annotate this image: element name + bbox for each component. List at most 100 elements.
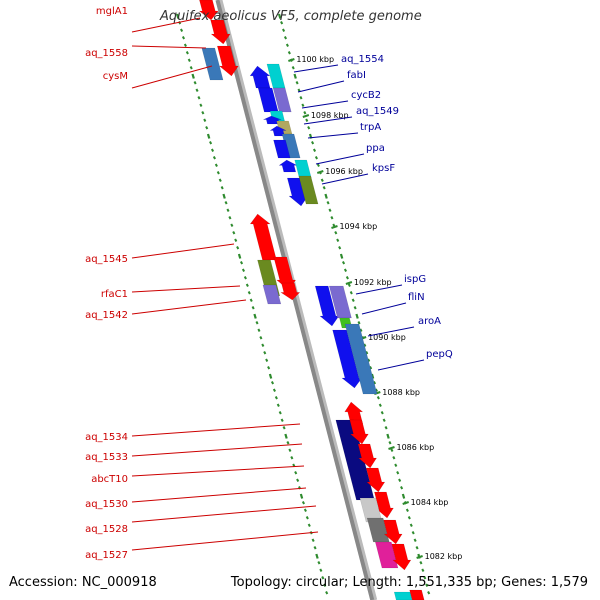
right-scale-tick xyxy=(301,103,305,107)
right-scale-tick xyxy=(277,13,282,19)
gene-feature[interactable] xyxy=(365,467,386,493)
scale-major-tick xyxy=(388,446,395,450)
gene-label-left[interactable]: rfaC1 xyxy=(101,289,128,300)
left-scale-tick xyxy=(197,96,201,100)
scale-label: 1096 kbp xyxy=(325,167,363,176)
gene-feature[interactable] xyxy=(210,19,231,45)
gene-feature[interactable] xyxy=(294,159,312,179)
right-scale-tick xyxy=(295,81,299,85)
gene-feature[interactable] xyxy=(391,543,412,571)
gene-feature[interactable] xyxy=(198,0,219,21)
left-scale-tick xyxy=(267,366,271,370)
right-scale-tick xyxy=(297,88,301,92)
gene-feature[interactable] xyxy=(383,519,403,545)
gene-label-right[interactable]: fliN xyxy=(408,292,425,303)
gene-label-right[interactable]: ispG xyxy=(404,274,426,285)
left-scale-tick xyxy=(175,13,180,19)
left-label-leader xyxy=(131,505,317,523)
gene-label-left[interactable]: aq_1542 xyxy=(85,310,128,321)
gene-feature[interactable] xyxy=(393,591,413,600)
left-scale-tick xyxy=(317,561,321,565)
left-scale-tick xyxy=(284,433,288,439)
right-scale-tick xyxy=(287,51,291,55)
left-scale-tick xyxy=(220,186,224,190)
gene-feature[interactable] xyxy=(374,541,399,569)
gene-feature[interactable] xyxy=(249,65,271,89)
left-scale-tick xyxy=(301,501,305,505)
right-scale-tick xyxy=(341,261,346,265)
left-scale-tick xyxy=(245,283,249,287)
gene-feature[interactable] xyxy=(269,125,287,137)
gene-label-right[interactable]: fabI xyxy=(347,70,366,81)
left-label-leader xyxy=(131,487,307,503)
gene-feature[interactable] xyxy=(328,285,352,319)
scale-major-tick xyxy=(416,555,423,559)
gene-label-left[interactable]: aq_1533 xyxy=(85,452,128,463)
gene-feature[interactable] xyxy=(201,47,224,81)
right-scale-tick xyxy=(312,148,317,152)
right-label-leader xyxy=(293,64,339,73)
gene-label-right[interactable]: ppa xyxy=(366,143,385,154)
left-scale-tick xyxy=(294,471,298,475)
gene-label-left[interactable]: aq_1527 xyxy=(85,550,128,561)
gene-feature[interactable] xyxy=(409,589,425,600)
gene-label-left[interactable]: aq_1558 xyxy=(85,48,128,59)
gene-label-left[interactable]: aq_1528 xyxy=(85,524,128,535)
left-scale-tick xyxy=(268,373,273,379)
right-scale-tick xyxy=(413,538,417,542)
right-scale-tick xyxy=(347,283,351,287)
gene-feature[interactable] xyxy=(278,159,298,173)
scale-major-tick xyxy=(331,225,338,229)
right-label-leader xyxy=(315,153,365,165)
right-scale-tick xyxy=(330,216,334,220)
gene-label-right[interactable]: aq_1554 xyxy=(341,54,384,65)
gene-label-right[interactable]: pepQ xyxy=(426,349,453,360)
left-scale-tick xyxy=(315,553,319,559)
gene-feature[interactable] xyxy=(344,323,378,395)
gene-feature[interactable] xyxy=(263,115,282,125)
gene-label-right[interactable]: aroA xyxy=(418,316,441,327)
gene-feature[interactable] xyxy=(272,87,292,113)
gene-label-left[interactable]: aq_1530 xyxy=(85,499,128,510)
right-scale-tick xyxy=(363,343,367,347)
left-scale-tick xyxy=(218,178,222,182)
left-scale-tick xyxy=(195,88,199,92)
scale-major-tick xyxy=(316,170,324,174)
gene-label-right[interactable]: trpA xyxy=(360,122,381,133)
gene-label-left[interactable]: cysM xyxy=(103,71,128,82)
right-scale-tick xyxy=(386,433,390,439)
accession-text: Accession: NC_000918 xyxy=(9,575,157,590)
gene-label-right[interactable]: aq_1549 xyxy=(356,106,399,117)
right-scale-tick xyxy=(311,141,315,145)
left-scale-tick xyxy=(290,456,294,460)
scale-label: 1094 kbp xyxy=(339,222,377,231)
gene-label-left[interactable]: aq_1534 xyxy=(85,432,128,443)
gene-feature[interactable] xyxy=(273,139,291,159)
right-scale-tick xyxy=(324,193,328,199)
left-scale-tick xyxy=(226,208,230,212)
gene-label-right[interactable]: cycB2 xyxy=(351,90,381,101)
left-scale-tick xyxy=(282,426,286,430)
gene-feature[interactable] xyxy=(298,175,319,205)
right-scale-tick xyxy=(285,43,289,47)
gene-label-left[interactable]: abcT10 xyxy=(91,474,128,485)
gene-feature[interactable] xyxy=(357,443,378,469)
gene-feature[interactable] xyxy=(262,284,282,305)
gene-feature[interactable] xyxy=(279,282,301,301)
gene-label-left[interactable]: mglA1 xyxy=(96,6,128,17)
gene-label-left[interactable]: aq_1545 xyxy=(85,254,128,265)
scale-label: 1084 kbp xyxy=(411,498,449,507)
gene-feature[interactable] xyxy=(314,285,340,327)
right-scale-tick xyxy=(293,73,297,79)
left-scale-tick xyxy=(181,36,186,40)
right-scale-tick xyxy=(359,328,363,332)
left-scale-tick xyxy=(286,441,290,445)
gene-label-right[interactable]: kpsF xyxy=(372,163,395,174)
gene-feature[interactable] xyxy=(349,419,369,445)
gene-feature[interactable] xyxy=(216,45,239,77)
left-scale-tick xyxy=(313,546,317,550)
scale-label: 1092 kbp xyxy=(354,278,392,287)
right-scale-tick xyxy=(374,388,378,392)
left-scale-tick xyxy=(303,508,307,512)
left-scale-tick xyxy=(255,321,259,325)
